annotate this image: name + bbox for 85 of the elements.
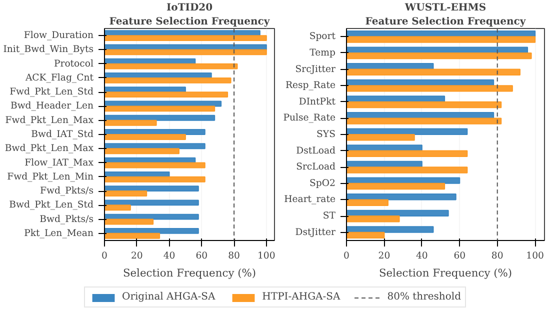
- y-tick-label: DIntPkt: [298, 96, 336, 108]
- x-tick-label: 60: [196, 250, 208, 262]
- bar: [104, 49, 267, 56]
- bar: [104, 106, 216, 112]
- bar: [346, 226, 434, 233]
- x-tick-label: 40: [416, 250, 428, 262]
- x-tick-label: 80: [228, 250, 240, 262]
- y-tick-label: ACK_Flag_Cnt: [24, 72, 94, 84]
- y-tick-label: Resp_Rate: [285, 80, 336, 92]
- y-tick-label: Fwd_Pkt_Len_Max: [5, 114, 94, 126]
- bar: [346, 36, 536, 43]
- y-tick-label: Flow_IAT_Max: [24, 157, 94, 168]
- x-tick-label: 0: [344, 250, 350, 262]
- bar: [346, 85, 513, 92]
- bar: [346, 216, 400, 222]
- bar: [346, 199, 388, 206]
- bar: [104, 120, 157, 126]
- bar: [104, 92, 228, 98]
- bar: [346, 101, 502, 108]
- bar: [104, 77, 232, 84]
- bar: [104, 186, 199, 192]
- bar: [346, 232, 385, 239]
- bar: [346, 150, 468, 158]
- bar: [104, 214, 199, 220]
- bar: [104, 114, 216, 121]
- x-axis-title: Selection Frequency (%): [122, 266, 256, 280]
- y-tick-label: SYS: [316, 129, 336, 140]
- y-tick-label: Sport: [309, 31, 336, 42]
- x-tick-label: 20: [130, 250, 143, 262]
- y-tick-label: Bwd_Pkt_Len_Std: [9, 200, 94, 211]
- y-tick-label: Fwd_Pkt_Len_Min: [7, 171, 94, 182]
- chart-title: WUSTL-EHMS: [404, 2, 486, 14]
- x-tick-label: 100: [258, 250, 276, 262]
- bar: [104, 35, 267, 42]
- y-tick-label: Flow_Duration: [24, 30, 94, 42]
- y-tick-label: Temp: [310, 47, 336, 58]
- legend-label: HTPI-AHGA-SA: [262, 292, 340, 302]
- bar: [346, 166, 468, 174]
- x-tick-label: 20: [378, 250, 390, 262]
- y-tick-label: Bwd_Header_Len: [10, 100, 94, 112]
- bar: [104, 176, 206, 182]
- bar: [104, 148, 180, 154]
- y-tick-label: Fwd_Pkts/s: [40, 186, 94, 197]
- y-tick-label: Heart_rate: [284, 194, 336, 206]
- bar: [104, 228, 199, 234]
- y-tick-label: Bwd_IAT_Std: [31, 129, 94, 140]
- y-tick-label: Fwd_Pkt_Len_Std: [10, 86, 94, 98]
- x-tick-label: 0: [102, 250, 108, 262]
- legend-label: Original AHGA-SA: [122, 292, 216, 302]
- bar: [346, 52, 532, 60]
- y-tick-label: Pkt_Len_Mean: [24, 228, 94, 239]
- bar: [104, 190, 148, 196]
- x-axis-title: Selection Frequency (%): [378, 266, 512, 280]
- x-tick-label: 100: [526, 250, 544, 262]
- y-tick-label: DstLoad: [296, 145, 336, 156]
- y-tick-label: SrcLoad: [296, 162, 336, 173]
- bar: [104, 200, 199, 206]
- x-tick-label: 80: [491, 250, 504, 262]
- bar: [104, 218, 154, 225]
- y-tick-label: Bwd_Pkts/s: [40, 214, 94, 225]
- bar: [346, 182, 446, 190]
- bar: [104, 63, 238, 70]
- y-tick-label: SrcJitter: [295, 64, 336, 75]
- bar: [104, 204, 131, 211]
- y-tick-label: ST: [322, 210, 336, 222]
- chart-subtitle: Feature Selection Frequency: [109, 16, 271, 28]
- bar: [346, 118, 502, 124]
- chart-subtitle: Feature Selection Frequency: [365, 16, 527, 28]
- bar: [104, 162, 206, 168]
- y-tick-label: Pulse_Rate: [283, 112, 336, 124]
- x-tick-label: 60: [454, 250, 466, 262]
- bar: [104, 232, 160, 239]
- bar: [346, 177, 460, 184]
- x-tick-label: 40: [163, 250, 176, 262]
- chart-title: IoTID20: [166, 2, 213, 14]
- y-tick-label: SpO2: [310, 178, 336, 189]
- y-tick-label: Bwd_Pkt_Len_Max: [4, 143, 94, 154]
- legend-label: 80% threshold: [387, 292, 461, 302]
- bar: [346, 68, 520, 76]
- y-tick-label: Init_Bwd_Win_Byts: [3, 44, 94, 56]
- bar: [346, 134, 415, 141]
- y-tick-label: Protocol: [54, 58, 94, 70]
- bar: [104, 134, 186, 140]
- y-tick-label: DstJitter: [295, 226, 336, 238]
- bar: [346, 194, 456, 200]
